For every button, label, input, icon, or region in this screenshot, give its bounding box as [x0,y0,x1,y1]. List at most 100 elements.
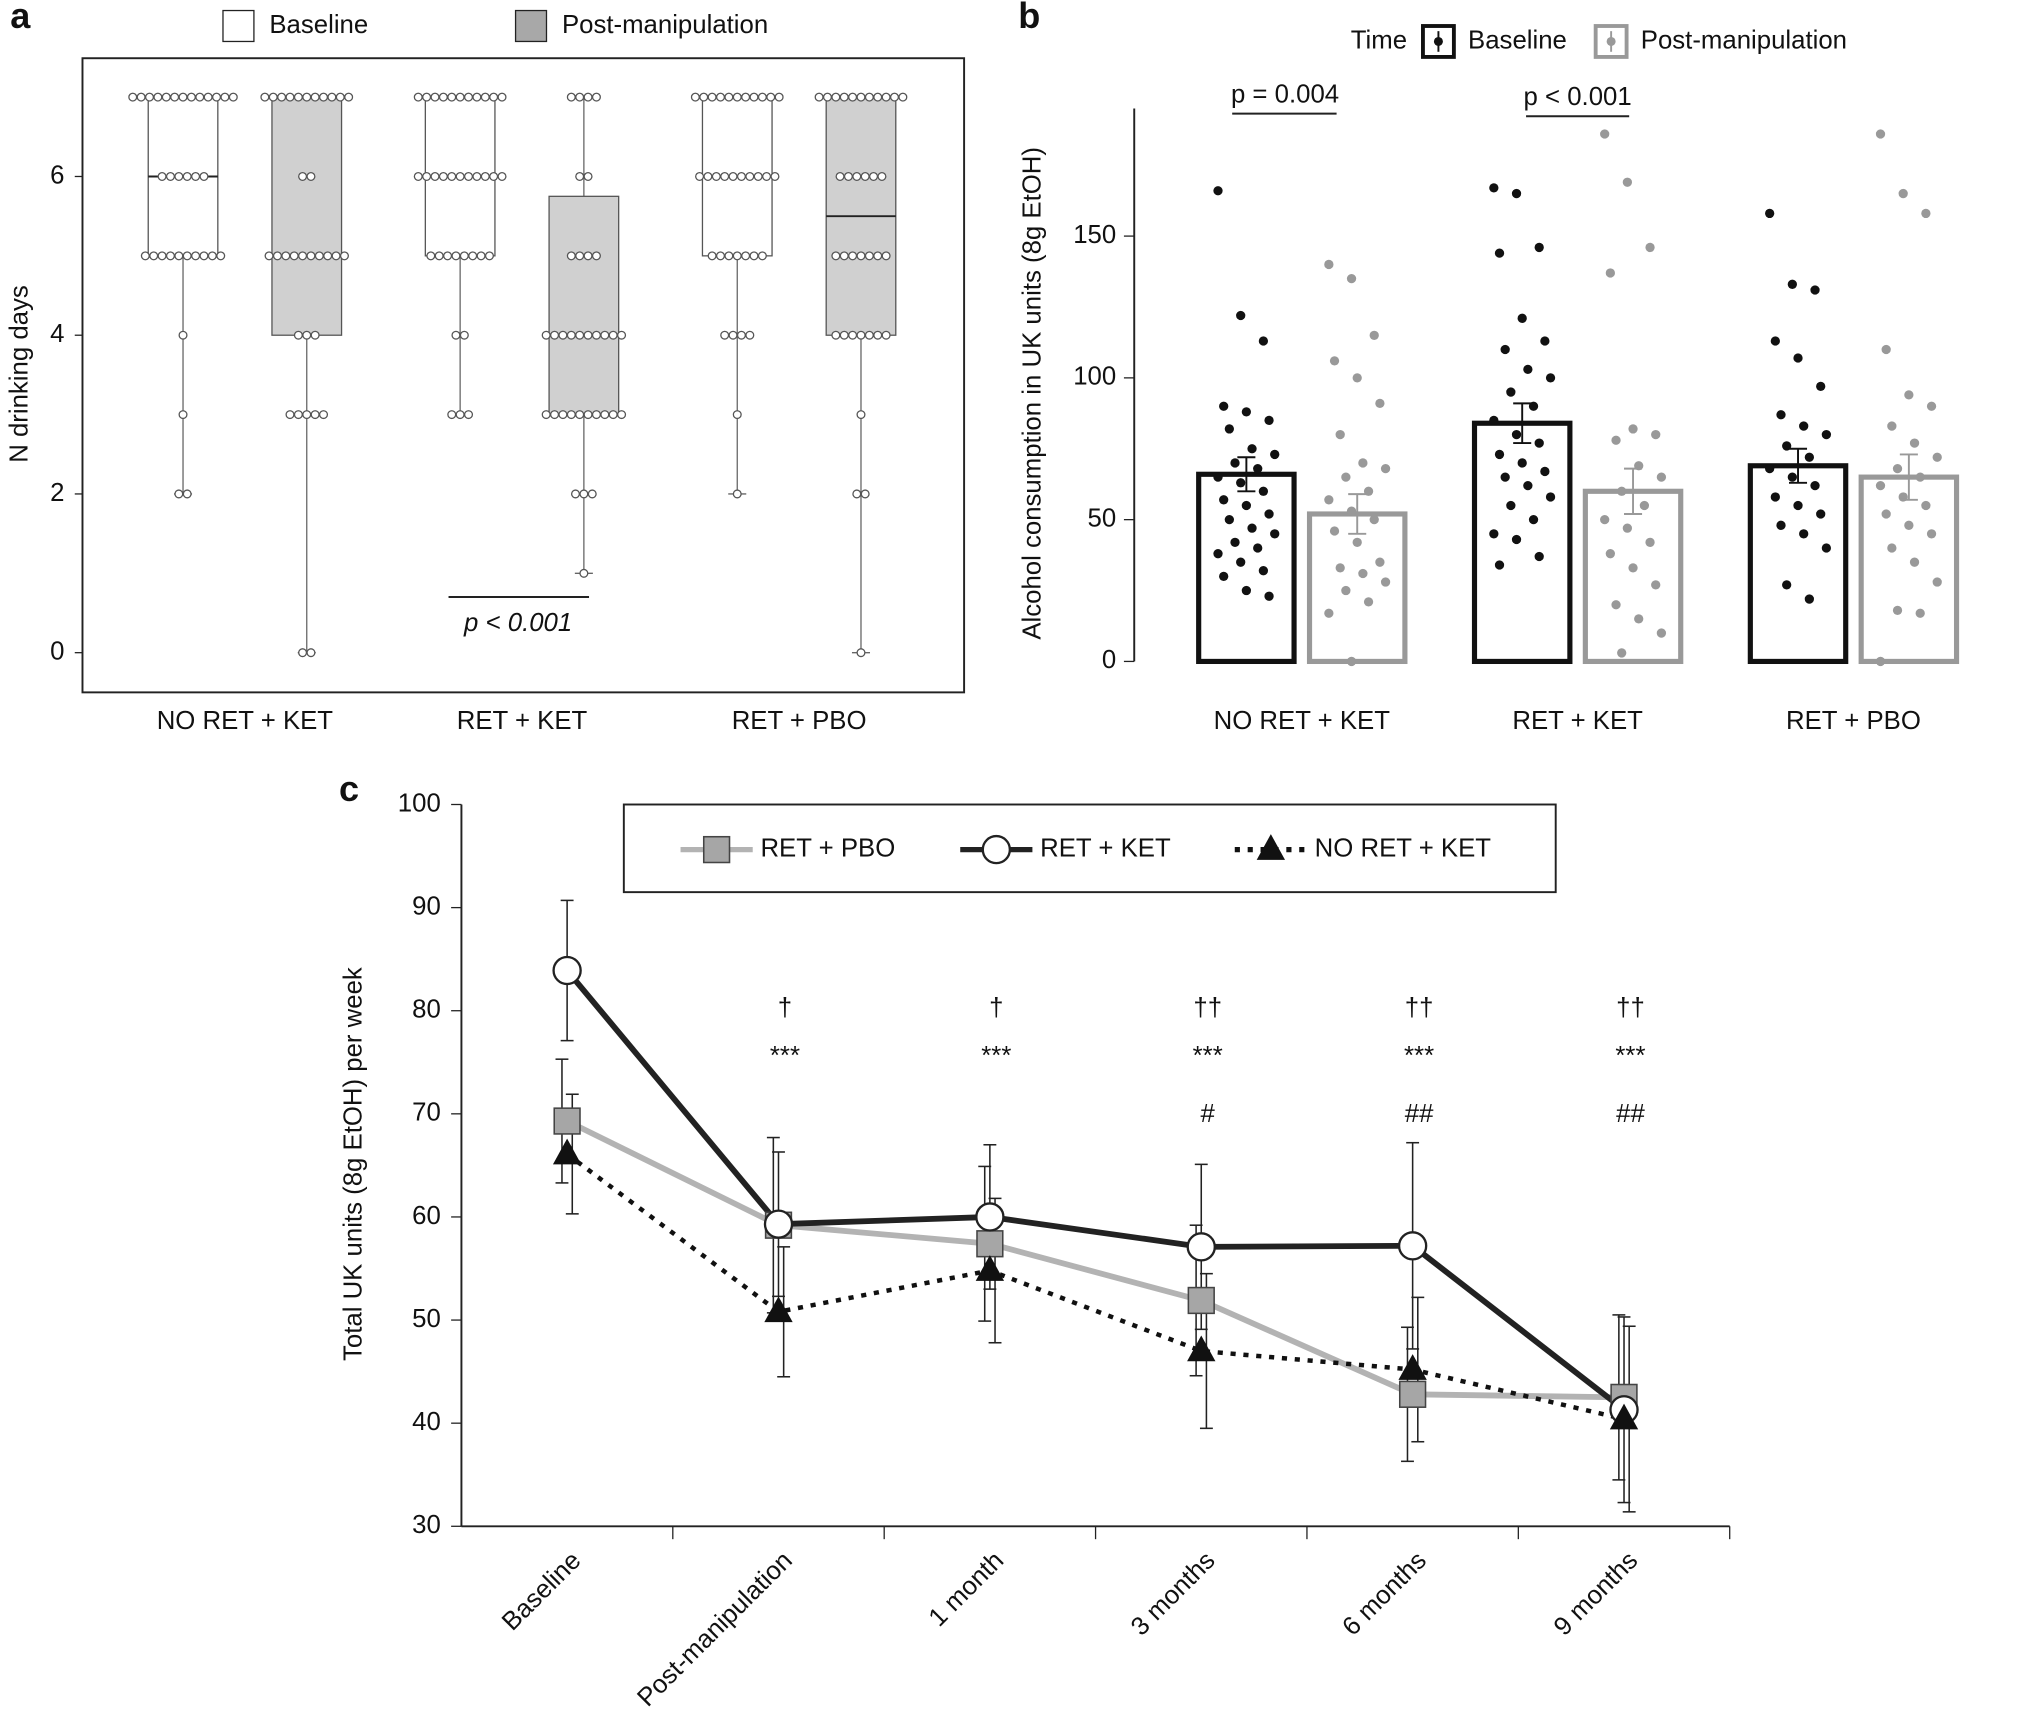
data-point [864,92,874,102]
data-point [447,171,457,181]
data-point [732,489,742,499]
bar [1306,511,1408,665]
data-point [1545,492,1556,502]
data-point [720,171,730,181]
legend-swatch [1256,834,1286,860]
point [1398,1380,1427,1408]
data-point [591,410,601,420]
data-point [216,251,226,261]
data-point [1909,557,1920,567]
data-point [757,92,767,102]
data-point [199,171,209,181]
data-point [1346,273,1357,284]
data-point [1511,534,1522,545]
y-tick-label: 4 [50,320,64,348]
data-point [1617,486,1627,496]
x-tick-label: 6 months [1337,1546,1432,1641]
data-point [413,171,423,181]
data-point [1656,472,1667,482]
data-point [566,251,576,261]
data-point [480,171,490,181]
data-point [1324,259,1334,270]
data-point [774,92,784,102]
annotation: *** [770,1042,800,1070]
data-point [1369,515,1379,525]
point [1609,1403,1639,1430]
bar [1582,488,1684,665]
line [565,1118,1625,1401]
data-point [1816,509,1826,519]
data-point [877,171,887,181]
data-point [1213,472,1223,482]
data-point [608,330,618,340]
data-point [1816,381,1826,392]
legend-swatch [702,835,731,864]
y-tick-label: 40 [412,1408,441,1436]
point [975,1202,1005,1232]
data-point [489,171,499,181]
data-point [703,171,713,181]
data-point [881,330,891,340]
data-point [1921,208,1931,219]
data-point [575,251,585,261]
data-point [140,251,150,261]
data-point [1645,537,1655,547]
data-point [587,489,597,499]
data-point [1494,449,1505,460]
data-point [1881,344,1891,355]
data-point [277,92,287,102]
data-point [128,92,138,102]
data-point [550,410,560,420]
data-point [161,92,171,102]
legend-label: Post-manipulation [1641,26,1847,54]
data-point [591,92,601,102]
data-point [195,92,205,102]
data-point [1639,500,1650,511]
data-point [174,171,184,181]
y-tick-label: 50 [1088,504,1117,532]
data-point [1611,435,1621,445]
data-point [1540,466,1550,477]
data-point [541,330,551,340]
data-point [434,251,444,261]
data-point [732,251,742,261]
data-point [1219,495,1229,505]
data-point [1765,463,1775,474]
y-tick-label: 0 [50,637,64,665]
annotation: *** [1615,1042,1645,1070]
data-point [1324,608,1334,618]
data-point [1335,429,1345,440]
annotation: *** [1404,1042,1434,1070]
data-point [711,171,721,181]
data-point [1346,506,1357,516]
data-point [848,92,858,102]
data-point [766,92,776,102]
data-point [608,410,618,420]
data-point [1258,336,1269,346]
legend-title: Time [1351,26,1407,54]
data-point [1224,515,1234,525]
data-point [178,410,188,420]
data-point [1793,500,1803,511]
data-point [1887,543,1897,553]
x-tick-label: RET + PBO [1786,707,1921,735]
data-point [165,171,175,181]
data-point [1765,208,1775,219]
data-point [575,410,585,420]
data-point [873,92,883,102]
data-point [182,171,192,181]
data-point [302,410,312,420]
data-point [314,251,324,261]
data-point [695,171,705,181]
data-point [1523,480,1533,491]
data-point [422,171,432,181]
point [1187,1335,1216,1362]
data-point [207,251,217,261]
data-point [285,92,295,102]
data-point [1494,560,1505,570]
x-tick-label: NO RET + KET [157,707,334,735]
data-point [268,92,278,102]
panel-letter: b [1018,0,1040,36]
data-point [298,171,308,181]
data-point [1230,537,1240,547]
